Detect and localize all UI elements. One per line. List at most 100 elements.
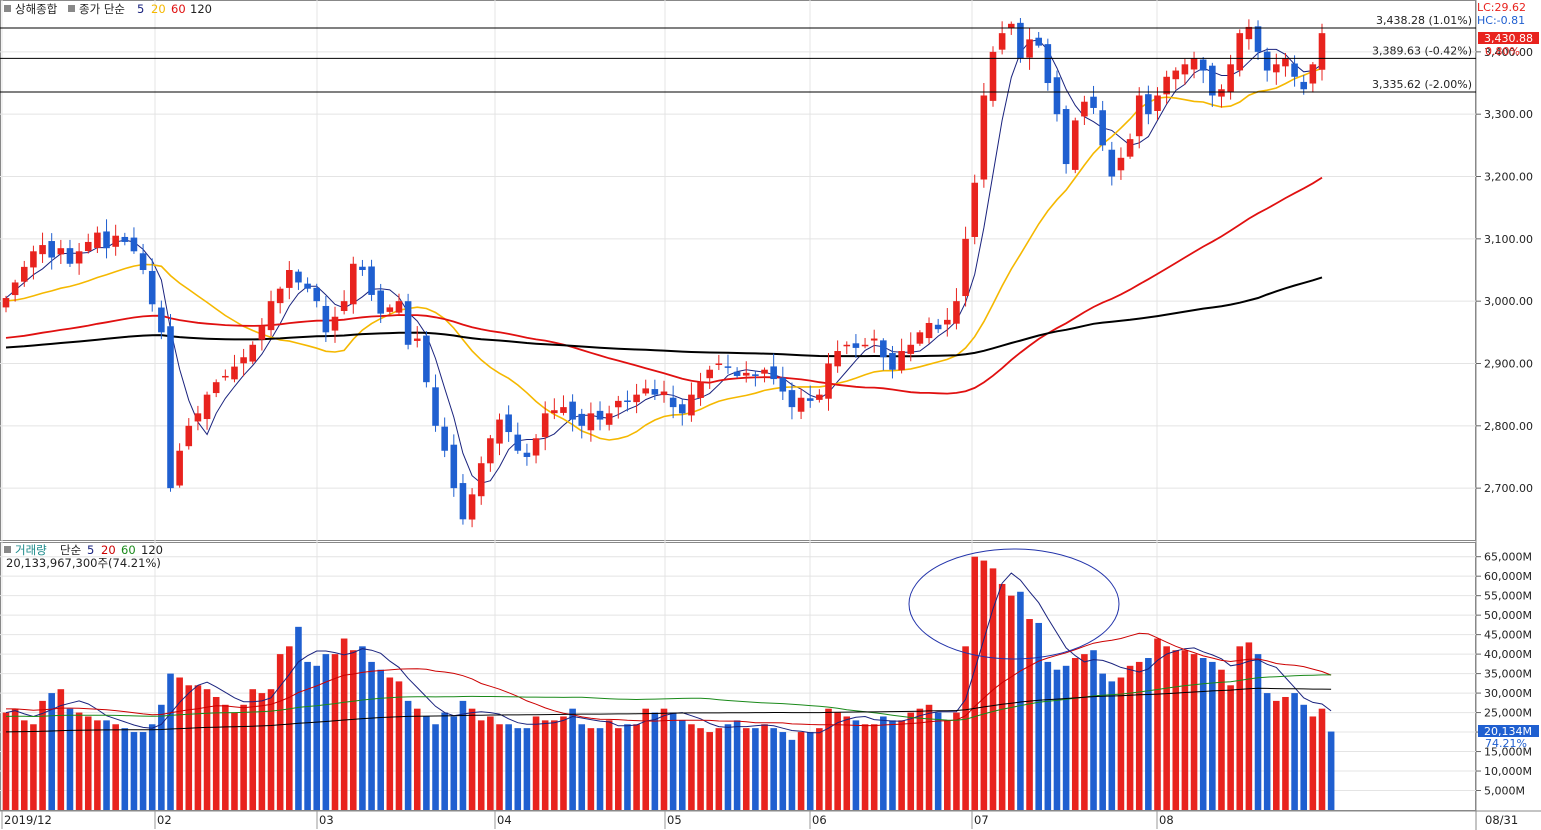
volume-bar xyxy=(158,704,165,810)
volume-bar xyxy=(212,696,220,810)
volume-bar xyxy=(103,720,110,810)
volume-bar xyxy=(468,708,476,810)
candle-body xyxy=(1154,95,1161,111)
volume-bar xyxy=(596,728,604,810)
candle-body xyxy=(349,263,357,305)
candle-body xyxy=(1026,39,1033,58)
candle xyxy=(541,401,549,451)
candle xyxy=(825,353,832,411)
volume-bar xyxy=(953,712,960,810)
candle xyxy=(231,354,238,383)
annotation-ellipse-shape[interactable] xyxy=(908,548,1120,660)
candle xyxy=(962,226,969,307)
candle-body xyxy=(94,232,101,248)
candle-body xyxy=(1209,65,1216,96)
candle xyxy=(916,330,924,346)
volume-bar xyxy=(1218,669,1225,810)
volume-bar xyxy=(112,724,119,810)
candle xyxy=(313,283,321,308)
volume-bar xyxy=(30,724,37,810)
volume-ma5-line xyxy=(5,572,1332,734)
volume-bar xyxy=(368,661,375,810)
candle-body xyxy=(258,326,266,340)
candle-body xyxy=(797,397,805,412)
price-legend: 상해종합 종가 단순 5 20 60 120 xyxy=(4,2,212,16)
candle xyxy=(112,224,119,256)
volume-bar xyxy=(880,716,887,810)
volume-bar xyxy=(898,720,905,810)
volume-bar xyxy=(861,724,869,810)
volume-bar xyxy=(167,673,174,810)
candle-body xyxy=(1126,139,1134,157)
volume-bar xyxy=(84,716,92,810)
candle-body xyxy=(1135,95,1143,137)
candle-body xyxy=(596,410,604,420)
candle xyxy=(240,348,247,377)
candle-body xyxy=(989,51,997,101)
candle-body xyxy=(742,372,750,376)
candle xyxy=(788,382,796,420)
volume-bar xyxy=(1026,619,1033,810)
volume-bar xyxy=(1163,646,1170,810)
candle xyxy=(1053,70,1061,122)
candle xyxy=(1318,23,1326,81)
candle xyxy=(423,331,430,388)
volume-bar xyxy=(998,583,1006,810)
candle-body xyxy=(1181,64,1189,75)
volume-bar xyxy=(1126,665,1134,810)
volume-bar xyxy=(1090,650,1097,810)
volume-bar xyxy=(1318,708,1326,810)
candle xyxy=(267,290,275,337)
candle xyxy=(386,304,394,315)
volume-bar xyxy=(1135,661,1143,810)
candle-body xyxy=(185,425,193,447)
candle xyxy=(514,422,522,454)
horizontal-line-label: 3,389.63 (-0.42%) xyxy=(1372,44,1472,57)
volume-bar xyxy=(1263,693,1271,810)
volume-bar xyxy=(386,677,394,810)
current-price-badge xyxy=(1478,32,1539,44)
candle-body xyxy=(459,483,467,520)
volume-bar xyxy=(980,560,988,810)
candle xyxy=(1236,29,1244,77)
candle xyxy=(560,395,567,416)
annotation-ellipse[interactable] xyxy=(908,548,1120,660)
candle-body xyxy=(1017,22,1024,59)
volume-info: 20,133,967,300주(74.21%) xyxy=(6,556,161,570)
candle xyxy=(276,286,284,314)
candle xyxy=(752,370,759,387)
candle-body xyxy=(121,236,129,242)
candle-body xyxy=(386,307,394,312)
volume-bar xyxy=(962,646,969,810)
candle xyxy=(349,256,357,314)
candles xyxy=(2,17,1326,528)
candle-body xyxy=(331,316,339,331)
candle-body xyxy=(624,400,631,402)
candle xyxy=(103,219,110,259)
candle xyxy=(1172,67,1180,90)
candle xyxy=(1145,85,1152,125)
price-panel-frame xyxy=(0,0,1476,541)
volume-bar xyxy=(267,689,275,810)
candle xyxy=(30,245,37,280)
candle-body xyxy=(752,374,759,376)
candle xyxy=(1044,38,1052,91)
volume-bar xyxy=(934,712,942,810)
candle-body xyxy=(286,270,293,288)
candle xyxy=(669,385,677,419)
volume-bar xyxy=(678,720,686,810)
volume-bar xyxy=(1254,654,1262,810)
volume-bar xyxy=(1017,591,1024,810)
price-legend-series: 종가 단순 xyxy=(79,2,125,16)
candle-body xyxy=(715,363,723,365)
candle-body xyxy=(523,452,531,457)
candle xyxy=(715,354,723,371)
candle xyxy=(1126,133,1134,159)
candle-body xyxy=(1282,58,1289,67)
candle-body xyxy=(678,404,686,414)
volume-y-tick-label: 5,000M xyxy=(1484,785,1525,798)
volume-bar xyxy=(852,720,860,810)
horizontal-lines[interactable]: 3,438.28 (1.01%) 3,389.63 (-0.42%) 3,335.6… xyxy=(0,14,1476,93)
